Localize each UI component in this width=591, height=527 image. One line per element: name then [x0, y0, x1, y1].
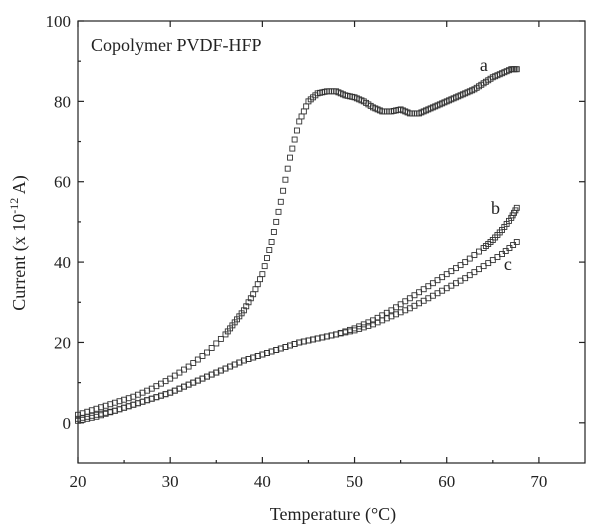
data-point — [258, 277, 263, 282]
x-tick-label: 20 — [70, 472, 87, 491]
data-point — [271, 229, 276, 234]
data-point — [507, 246, 512, 251]
data-point — [514, 240, 519, 245]
data-point — [304, 104, 309, 109]
series-a — [76, 67, 520, 418]
y-axis-title-end: A) — [9, 175, 30, 198]
x-tick-label: 60 — [438, 472, 455, 491]
data-point — [283, 177, 288, 182]
data-points — [76, 67, 520, 424]
y-tick-label: 20 — [54, 333, 71, 352]
data-point — [278, 199, 283, 204]
x-tick-label: 70 — [530, 472, 547, 491]
data-point — [292, 137, 297, 142]
data-point — [253, 287, 258, 292]
x-tick-label: 30 — [162, 472, 179, 491]
curve-labels: a b c — [480, 55, 512, 274]
data-point — [281, 188, 286, 193]
data-point — [260, 272, 265, 277]
data-point — [511, 243, 516, 248]
data-point — [255, 282, 260, 287]
x-tick-label: 40 — [254, 472, 271, 491]
data-point — [503, 249, 508, 254]
data-point — [299, 114, 304, 119]
data-point — [297, 119, 302, 124]
data-point — [301, 109, 306, 114]
data-point — [262, 264, 267, 269]
y-axis-title-exponent: -12 — [7, 198, 21, 214]
curve-label-b: b — [491, 198, 500, 218]
x-axis-title: Temperature (°C) — [270, 504, 396, 525]
data-point — [285, 166, 290, 171]
y-tick-label: 0 — [63, 414, 72, 433]
curve-label-c: c — [504, 254, 512, 274]
y-tick-label: 60 — [54, 173, 71, 192]
data-point — [269, 240, 274, 245]
data-point — [288, 155, 293, 160]
data-point — [264, 256, 269, 261]
data-point — [274, 219, 279, 224]
y-axis-title-main: Current (x 10 — [9, 214, 30, 311]
y-tick-label: 80 — [54, 92, 71, 111]
data-point — [267, 248, 272, 253]
series-c — [76, 240, 520, 424]
data-point — [276, 209, 281, 214]
y-tick-label: 40 — [54, 253, 71, 272]
x-tick-label: 50 — [346, 472, 363, 491]
data-point — [290, 146, 295, 151]
curve-label-a: a — [480, 55, 488, 75]
y-axis-title: Current (x 10-12 A) — [7, 175, 30, 310]
data-point — [294, 128, 299, 133]
chart-title: Copolymer PVDF-HFP — [91, 35, 262, 55]
series-b — [76, 205, 520, 421]
y-tick-label: 100 — [46, 12, 72, 31]
